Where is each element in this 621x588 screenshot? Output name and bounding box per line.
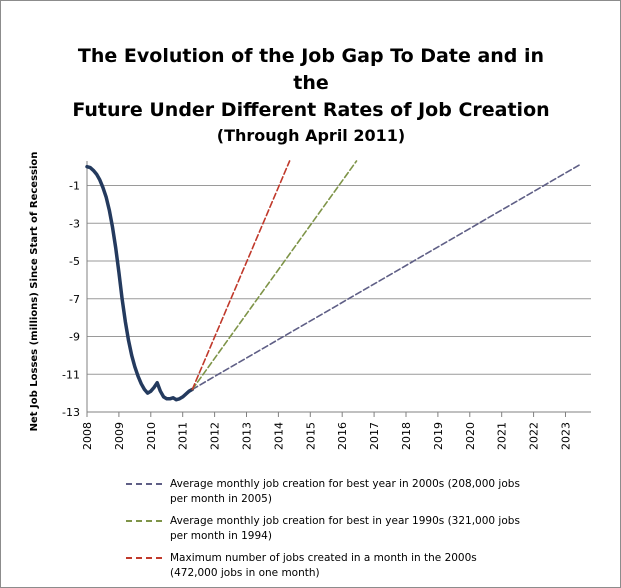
y-tick-label: -9 — [69, 331, 80, 344]
legend-label-best-1990s-line-2: per month in 1994) — [170, 530, 272, 542]
legend-swatch-best-1990s — [126, 520, 162, 522]
x-tick-label: 2020 — [464, 422, 477, 450]
chart-title: The Evolution of the Job Gap To Date and… — [61, 43, 561, 148]
x-tick-label: 2023 — [559, 422, 572, 450]
y-tick-label: -5 — [69, 255, 80, 268]
series-line-best-2000s — [191, 163, 583, 391]
series-line-best-1990s — [191, 160, 358, 391]
legend-label-max-2000s-line-1: Maximum number of jobs created in a mont… — [170, 552, 477, 564]
series-line-actual — [85, 164, 195, 402]
legend-item-best-2000s: Average monthly job creation for best ye… — [126, 477, 596, 507]
legend-swatch-max-2000s — [126, 557, 162, 559]
y-tick-label: -13 — [62, 406, 80, 419]
legend-label-best-2000s-line-2: per month in 2005) — [170, 493, 272, 505]
legend-item-best-1990s: Average monthly job creation for best in… — [126, 514, 596, 544]
series-line-max-2000s — [191, 160, 291, 391]
chart-title-line-2: Future Under Different Rates of Job Crea… — [72, 99, 550, 121]
x-tick-label: 2015 — [304, 422, 317, 450]
legend-label-max-2000s-line-2: (472,000 jobs in one month) — [170, 567, 320, 579]
x-tick-label: 2022 — [528, 422, 541, 450]
legend-item-max-2000s: Maximum number of jobs created in a mont… — [126, 551, 596, 581]
y-tick-label: -3 — [69, 217, 80, 230]
x-tick-label: 2009 — [113, 422, 126, 450]
x-tick-label: 2010 — [145, 422, 158, 450]
y-tick-label: -7 — [69, 293, 80, 306]
y-axis-label: Net Job Losses (millions) Since Start of… — [29, 152, 40, 432]
x-tick-label: 2018 — [400, 422, 413, 450]
legend-swatch-best-2000s — [126, 483, 162, 485]
x-tick-label: 2011 — [177, 422, 190, 450]
legend-label-best-1990s-line-1: Average monthly job creation for best in… — [170, 515, 520, 527]
x-tick-label: 2013 — [240, 422, 253, 450]
x-tick-label: 2008 — [81, 422, 94, 450]
x-tick-label: 2021 — [496, 422, 509, 450]
x-tick-label: 2012 — [209, 422, 222, 450]
chart-title-line-3: (Through April 2011) — [216, 126, 406, 145]
legend: Average monthly job creation for best ye… — [126, 477, 596, 588]
x-tick-label: 2019 — [432, 422, 445, 450]
x-tick-label: 2014 — [272, 422, 285, 450]
x-tick-label: 2017 — [368, 422, 381, 450]
x-tick-label: 2016 — [336, 422, 349, 450]
chart-title-line-1: The Evolution of the Job Gap To Date and… — [77, 45, 545, 94]
y-tick-label: -11 — [62, 368, 80, 381]
y-tick-label: -1 — [69, 180, 80, 193]
legend-label-best-2000s-line-1: Average monthly job creation for best ye… — [170, 478, 520, 490]
